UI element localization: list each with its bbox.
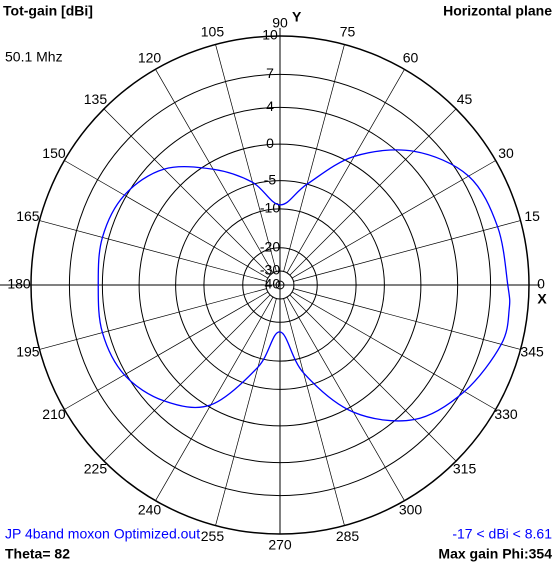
angle-label: 150: [42, 145, 66, 161]
ring-label: 4: [266, 98, 274, 114]
angle-label: 180: [7, 276, 31, 292]
spoke: [215, 44, 277, 272]
ring-label: -30: [260, 262, 280, 278]
spoke: [293, 288, 521, 350]
spoke: [39, 288, 267, 350]
ring-label: 0: [266, 135, 274, 151]
angle-label: 120: [138, 50, 162, 66]
ring-label: -40: [260, 276, 280, 292]
ring-label: 7: [266, 65, 274, 81]
spoke: [103, 294, 271, 462]
angle-label: 225: [84, 460, 108, 476]
angle-label: 105: [201, 24, 225, 40]
angle-label: 90: [272, 15, 288, 31]
angle-label: 285: [336, 528, 360, 544]
angle-label: 255: [201, 528, 225, 544]
legend-entry: JP 4band moxon Optimized.out: [5, 526, 200, 542]
spoke: [39, 220, 267, 282]
angle-label: 270: [268, 537, 292, 553]
angle-label: 195: [16, 343, 40, 359]
angle-label: 30: [498, 145, 514, 161]
angle-label: 210: [42, 406, 66, 422]
ring-label: -5: [264, 171, 277, 187]
spoke: [64, 291, 269, 410]
angle-label: 135: [84, 91, 108, 107]
spoke: [289, 294, 457, 462]
spoke: [283, 44, 345, 272]
spoke: [103, 108, 271, 276]
spoke: [293, 220, 521, 282]
spoke: [286, 69, 405, 274]
spoke: [286, 296, 405, 501]
spoke: [291, 291, 496, 410]
angle-label: 240: [138, 502, 162, 518]
spoke: [283, 298, 345, 526]
angle-label: 0: [537, 276, 545, 292]
range-label: -17 < dBi < 8.61: [452, 526, 552, 542]
spoke: [155, 69, 274, 274]
angle-label: 45: [457, 91, 473, 107]
spoke: [155, 296, 274, 501]
gain-pattern: [97, 149, 511, 422]
frequency-label: 50.1 Mhz: [5, 49, 63, 65]
spoke: [215, 298, 277, 526]
ring-label: -10: [260, 200, 280, 216]
spoke: [291, 160, 496, 279]
spoke: [289, 108, 457, 276]
angle-label: 300: [399, 502, 423, 518]
theta-label: Theta= 82: [5, 546, 70, 562]
angle-label: 315: [453, 460, 477, 476]
spoke: [64, 160, 269, 279]
x-axis-label: X: [537, 291, 547, 307]
plane-label: Horizontal plane: [443, 3, 552, 19]
angle-label: 330: [494, 406, 518, 422]
angle-label: 345: [520, 343, 544, 359]
angle-label: 165: [16, 208, 40, 224]
y-axis-label: Y: [292, 9, 302, 25]
max-gain-label: Max gain Phi:354: [438, 546, 552, 562]
angle-label: 15: [524, 208, 540, 224]
angle-label: 60: [403, 50, 419, 66]
ring-label: -20: [260, 238, 280, 254]
angle-label: 75: [340, 24, 356, 40]
ring-label: 10: [262, 27, 278, 43]
chart-title: Tot-gain [dBi]: [3, 3, 93, 19]
